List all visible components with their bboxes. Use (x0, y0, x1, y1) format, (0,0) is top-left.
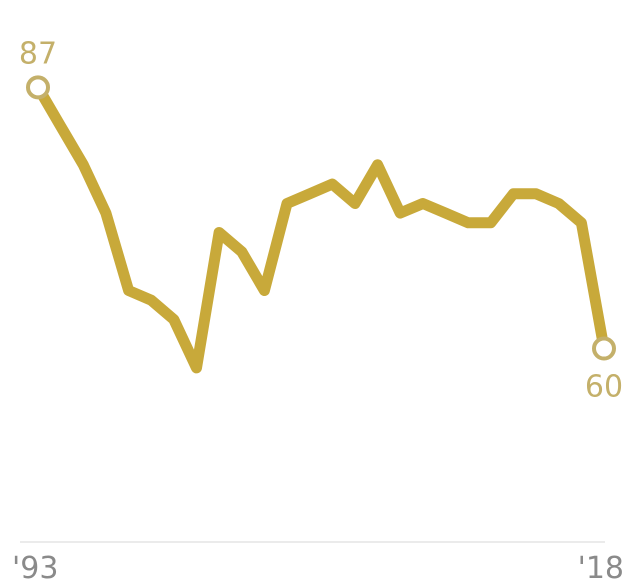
series-line (32, 81, 610, 374)
end-value-label: 60 (585, 370, 623, 405)
start-point-marker (26, 75, 50, 100)
start-value-label: 87 (19, 36, 57, 71)
end-point-marker (592, 336, 616, 361)
x-tick-label-start: '93 (12, 551, 58, 583)
x-tick-label-end: '18 (578, 551, 624, 583)
